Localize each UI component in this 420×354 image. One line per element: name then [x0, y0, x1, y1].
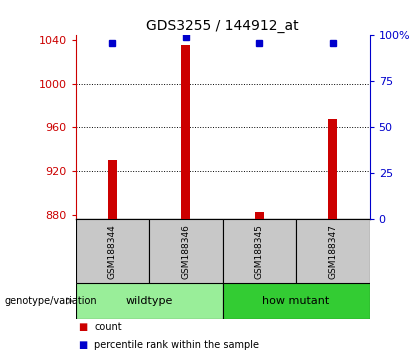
Text: GSM188344: GSM188344	[108, 224, 117, 279]
Text: ■: ■	[78, 322, 87, 332]
Text: genotype/variation: genotype/variation	[4, 296, 97, 306]
Text: count: count	[94, 322, 122, 332]
Text: percentile rank within the sample: percentile rank within the sample	[94, 340, 260, 350]
Text: GSM188347: GSM188347	[328, 224, 337, 279]
Bar	[108, 160, 117, 219]
Bar	[255, 212, 264, 219]
Bar	[76, 283, 223, 319]
Bar	[328, 119, 337, 219]
Bar	[76, 219, 149, 283]
Text: GSM188346: GSM188346	[181, 224, 190, 279]
Text: how mutant: how mutant	[262, 296, 330, 306]
Bar	[149, 219, 223, 283]
Bar	[223, 219, 296, 283]
Bar	[181, 45, 190, 219]
Bar	[296, 219, 370, 283]
Text: GSM188345: GSM188345	[255, 224, 264, 279]
Bar	[223, 283, 370, 319]
Text: ■: ■	[78, 340, 87, 350]
Text: wildtype: wildtype	[126, 296, 173, 306]
Title: GDS3255 / 144912_at: GDS3255 / 144912_at	[146, 19, 299, 33]
